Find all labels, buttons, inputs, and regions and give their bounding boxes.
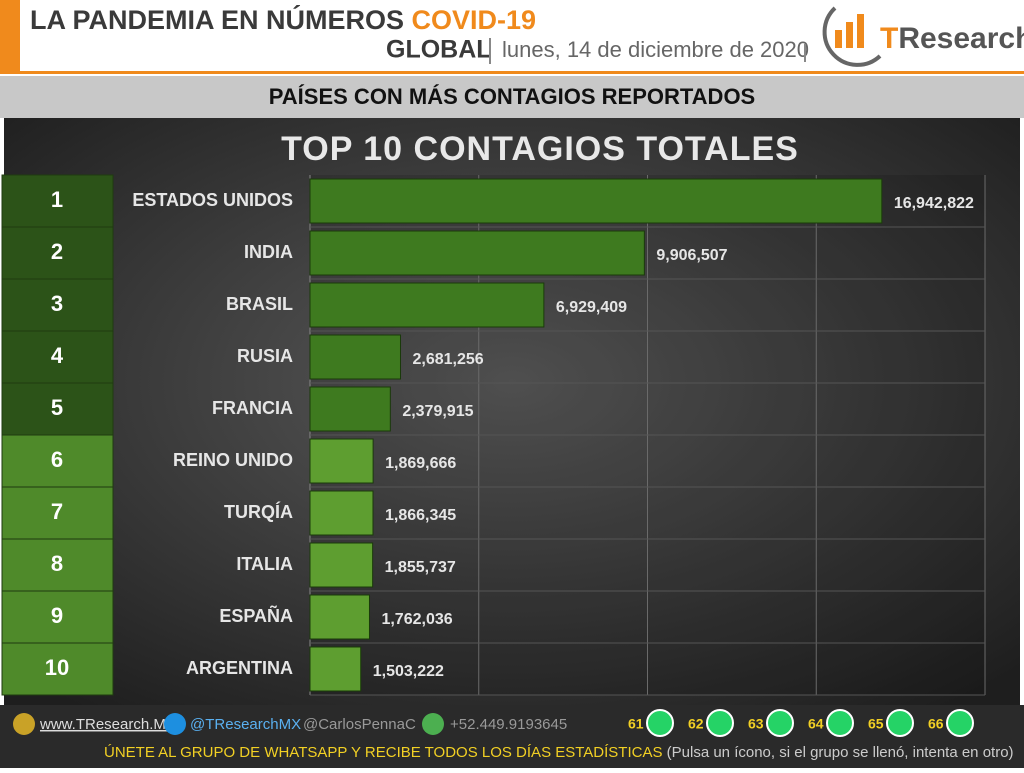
value-label: 16,942,822: [894, 195, 974, 212]
rank-box: [1, 486, 114, 540]
group-number: 62: [688, 716, 704, 732]
rank-box: [1, 226, 114, 280]
whatsapp-icon[interactable]: [706, 709, 734, 737]
bar: [309, 594, 370, 640]
category-label: ESPAÑA: [219, 605, 293, 626]
bar: [309, 542, 374, 588]
group-number: 61: [628, 716, 644, 732]
value-label: 1,855,737: [385, 559, 456, 576]
cta-note: (Pulsa un ícono, si el grupo se llenó, i…: [667, 744, 1014, 761]
value-label: 1,866,345: [385, 507, 456, 524]
bar: [309, 490, 374, 536]
whatsapp-icon[interactable]: [886, 709, 914, 737]
logo: TResearch: [822, 6, 1024, 67]
rank-box: [1, 642, 114, 696]
twitter-icon: [164, 713, 186, 735]
rank: 3: [51, 291, 63, 316]
rank: 1: [51, 187, 63, 212]
logo-bar: [846, 22, 853, 48]
bar: [309, 646, 362, 692]
header-bg: [0, 0, 1024, 74]
rank: 8: [51, 551, 63, 576]
logo-arc: [822, 6, 882, 67]
category-label: TURQÍA: [224, 501, 293, 522]
rank: 10: [45, 655, 69, 680]
value-label: 9,906,507: [656, 247, 727, 264]
rank: 2: [51, 239, 63, 264]
logo-text: TResearch: [880, 22, 1024, 55]
cta-line: ÚNETE AL GRUPO DE WHATSAPP Y RECIBE TODO…: [104, 744, 1014, 761]
whatsapp-icon[interactable]: [946, 709, 974, 737]
value-label: 1,503,222: [373, 663, 444, 680]
category-label: ESTADOS UNIDOS: [132, 190, 293, 210]
value-label: 1,869,666: [385, 455, 456, 472]
phone[interactable]: +52.449.9193645: [450, 716, 567, 733]
title-highlight: COVID-19: [412, 5, 537, 35]
group-number: 66: [928, 716, 944, 732]
cta: ÚNETE AL GRUPO DE WHATSAPP Y RECIBE TODO…: [104, 744, 662, 761]
rank: 7: [51, 499, 63, 524]
bar: [309, 230, 645, 276]
rank: 4: [51, 343, 64, 368]
value-label: 2,379,915: [402, 403, 473, 420]
twitter-2[interactable]: @CarlosPennaC: [303, 716, 416, 733]
logo-bar: [857, 14, 864, 48]
rank: 6: [51, 447, 63, 472]
group-number: 64: [808, 716, 824, 732]
chart: 1 ESTADOS UNIDOS 16,942,822 2 INDIA 9,906,507…: [1, 174, 986, 696]
category-label: INDIA: [244, 242, 293, 262]
rank-box: [1, 278, 114, 332]
website[interactable]: www.TResearch.Mx: [39, 716, 174, 733]
category-label: FRANCIA: [212, 398, 293, 418]
group-number: 63: [748, 716, 764, 732]
banner-bg: [0, 76, 1024, 118]
twitter[interactable]: @TResearchMX: [190, 716, 301, 733]
category-label: BRASIL: [226, 294, 293, 314]
chart-title: TOP 10 CONTAGIOS TOTALES: [281, 130, 799, 168]
rank-box: [1, 174, 114, 228]
rank-box: [1, 382, 114, 436]
bar: [309, 178, 883, 224]
bar: [309, 386, 391, 432]
logo-rest: Research: [898, 22, 1024, 55]
category-label: RUSIA: [237, 346, 293, 366]
group-number: 65: [868, 716, 884, 732]
phone-icon: [422, 713, 444, 735]
whatsapp-icon[interactable]: [646, 709, 674, 737]
rank: 5: [51, 395, 63, 420]
whatsapp-groups: 61 62 63 64 65 66: [628, 709, 974, 737]
logo-bar: [835, 30, 842, 48]
whatsapp-icon[interactable]: [826, 709, 854, 737]
header-title: LA PANDEMIA EN NÚMEROS COVID-19: [30, 4, 536, 35]
header-rule: [20, 71, 1024, 74]
whatsapp-icon[interactable]: [766, 709, 794, 737]
bar: [309, 334, 401, 380]
rank-box: [1, 330, 114, 384]
category-label: REINO UNIDO: [173, 450, 293, 470]
rank: 9: [51, 603, 63, 628]
value-label: 1,762,036: [381, 611, 452, 628]
title-main: LA PANDEMIA EN NÚMEROS: [30, 4, 404, 35]
bar: [309, 438, 374, 484]
banner: PAÍSES CON MÁS CONTAGIOS REPORTADOS: [269, 84, 755, 109]
scope: GLOBAL: [386, 36, 492, 64]
category-label: ARGENTINA: [186, 658, 293, 678]
value-label: 2,681,256: [412, 351, 483, 368]
logo-prefix: T: [880, 22, 898, 55]
category-label: ITALIA: [236, 554, 293, 574]
header-accent: [0, 0, 20, 74]
web-icon: [13, 713, 35, 735]
date: lunes, 14 de diciembre de 2020: [502, 37, 809, 62]
value-label: 6,929,409: [556, 299, 627, 316]
bar: [309, 282, 545, 328]
